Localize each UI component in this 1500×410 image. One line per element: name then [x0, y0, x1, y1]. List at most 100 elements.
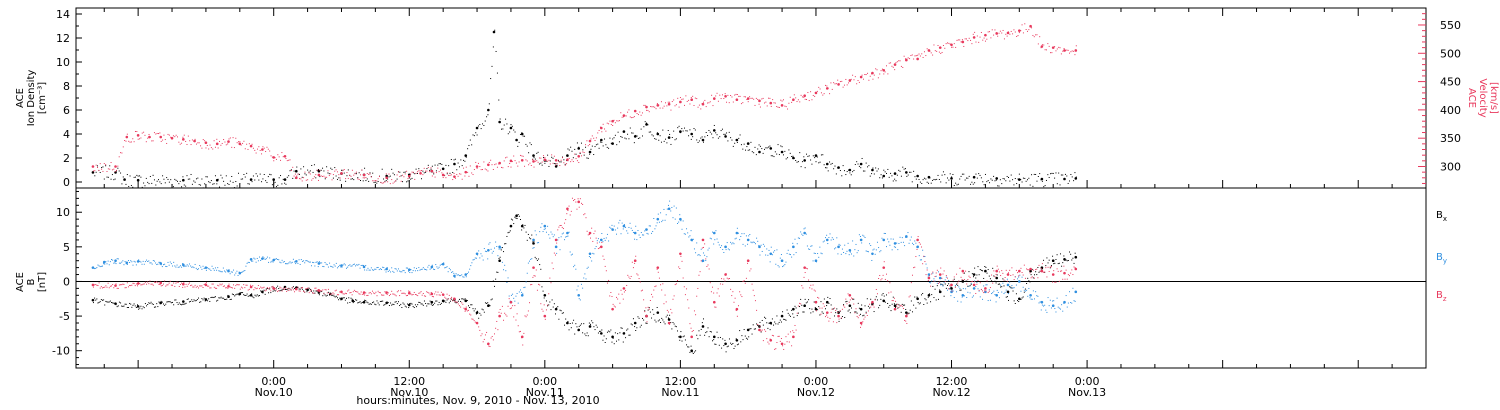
trace-dot — [237, 274, 239, 276]
trace-dot — [143, 307, 145, 309]
trace-dot — [932, 179, 934, 181]
trace-dot — [182, 286, 184, 288]
trace-dot — [852, 171, 854, 173]
series-point — [520, 224, 524, 228]
trace-dot — [429, 171, 431, 173]
trace-dot — [117, 305, 119, 307]
trace-dot — [230, 298, 232, 300]
trace-dot — [490, 78, 492, 80]
trace-dot — [151, 303, 153, 305]
trace-dot — [936, 285, 938, 287]
trace-dot — [141, 308, 143, 310]
top-panel-points — [91, 23, 1078, 189]
trace-dot — [914, 296, 916, 298]
trace-dot — [1041, 263, 1043, 265]
trace-dot — [716, 134, 718, 136]
trace-dot — [879, 177, 881, 179]
trace-dot — [419, 292, 421, 294]
trace-dot — [413, 291, 415, 293]
trace-dot — [176, 180, 178, 182]
trace-dot — [211, 283, 213, 285]
trace-dot — [1021, 181, 1023, 183]
series-point — [430, 265, 434, 269]
trace-dot — [785, 158, 787, 160]
trace-dot — [782, 154, 784, 156]
trace-dot — [253, 289, 255, 291]
trace-dot — [669, 200, 671, 202]
trace-dot — [186, 175, 188, 177]
trace-dot — [1074, 54, 1076, 56]
trace-dot — [960, 289, 962, 291]
trace-dot — [618, 141, 620, 143]
trace-dot — [134, 261, 136, 263]
trace-dot — [598, 129, 600, 131]
trace-dot — [359, 301, 361, 303]
trace-dot — [331, 295, 333, 297]
trace-dot — [223, 270, 225, 272]
trace-dot — [960, 41, 962, 43]
trace-dot — [569, 251, 571, 253]
trace-dot — [585, 278, 587, 280]
trace-dot — [441, 163, 443, 165]
trace-dot — [762, 324, 764, 326]
trace-dot — [576, 160, 578, 162]
trace-dot — [902, 307, 904, 309]
trace-dot — [976, 282, 978, 284]
trace-dot — [891, 65, 893, 67]
trace-dot — [771, 318, 773, 320]
trace-dot — [850, 174, 852, 176]
trace-dot — [448, 302, 450, 304]
trace-dot — [109, 168, 111, 170]
trace-dot — [757, 324, 759, 326]
trace-dot — [742, 280, 744, 282]
trace-dot — [815, 161, 817, 163]
trace-dot — [447, 271, 449, 273]
trace-dot — [568, 205, 570, 207]
trace-dot — [316, 261, 318, 263]
trace-dot — [697, 254, 699, 256]
trace-dot — [635, 225, 637, 227]
trace-dot — [845, 78, 847, 80]
trace-dot — [111, 169, 113, 171]
trace-dot — [107, 176, 109, 178]
trace-dot — [832, 321, 834, 323]
trace-dot — [239, 141, 241, 143]
trace-dot — [556, 307, 558, 309]
trace-dot — [835, 173, 837, 175]
trace-dot — [286, 176, 288, 178]
trace-dot — [913, 244, 915, 246]
trace-dot — [362, 180, 364, 182]
trace-dot — [94, 284, 96, 286]
trace-dot — [591, 227, 593, 229]
trace-dot — [1062, 278, 1064, 280]
trace-dot — [435, 172, 437, 174]
trace-dot — [436, 294, 438, 296]
trace-dot — [350, 297, 352, 299]
trace-dot — [355, 265, 357, 267]
trace-dot — [449, 300, 451, 302]
trace-dot — [600, 239, 602, 241]
trace-dot — [975, 41, 977, 43]
trace-dot — [148, 183, 150, 185]
trace-dot — [846, 300, 848, 302]
trace-dot — [156, 303, 158, 305]
trace-dot — [315, 290, 317, 292]
trace-dot — [139, 260, 141, 262]
trace-dot — [578, 146, 580, 148]
trace-dot — [185, 185, 187, 187]
trace-dot — [975, 292, 977, 294]
trace-dot — [324, 178, 326, 180]
trace-dot — [282, 288, 284, 290]
trace-dot — [246, 172, 248, 174]
trace-dot — [643, 104, 645, 106]
trace-dot — [353, 289, 355, 291]
trace-dot — [103, 178, 105, 180]
trace-dot — [1000, 286, 1002, 288]
trace-dot — [1022, 177, 1024, 179]
series-point — [136, 134, 140, 137]
trace-dot — [378, 304, 380, 306]
trace-dot — [428, 264, 430, 266]
trace-dot — [97, 165, 99, 167]
trace-dot — [176, 302, 178, 304]
trace-dot — [425, 302, 427, 304]
